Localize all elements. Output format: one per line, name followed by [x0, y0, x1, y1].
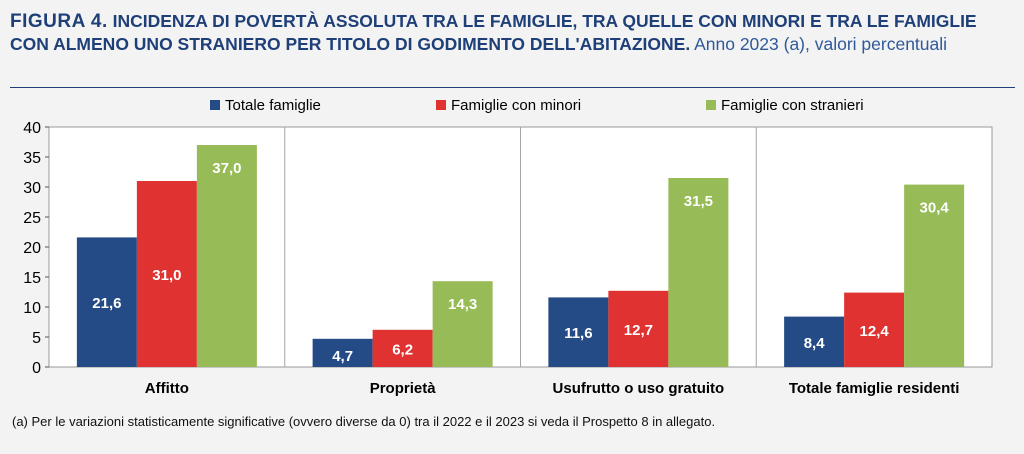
bar [76, 237, 137, 367]
chart-title: FIGURA 4. INCIDENZA DI POVERTÀ ASSOLUTA … [10, 10, 1014, 56]
x-category-label: Proprietà [370, 380, 437, 397]
data-label: 11,6 [564, 325, 592, 342]
legend-label: Famiglie con stranieri [721, 97, 864, 114]
title-main: INCIDENZA DI POVERTÀ ASSOLUTA TRA LE FAM… [10, 11, 977, 54]
data-label: 30,4 [920, 200, 950, 217]
legend-swatch [436, 100, 446, 110]
title-divider [10, 87, 1015, 88]
data-label: 14,3 [448, 296, 477, 313]
y-tick-label: 0 [32, 360, 41, 377]
x-category-label: Affitto [145, 380, 189, 397]
data-label: 12,7 [624, 322, 653, 339]
bar [784, 316, 845, 367]
data-label: 8,4 [804, 335, 826, 352]
y-tick-label: 20 [23, 240, 41, 257]
bar [548, 297, 609, 367]
bar [904, 184, 965, 367]
x-category-label: Usufrutto o uso gratuito [553, 380, 725, 397]
data-label: 21,6 [92, 295, 121, 312]
figure-label: FIGURA 4. [10, 11, 108, 32]
bar [668, 178, 729, 367]
bar [196, 145, 257, 367]
data-label: 6,2 [392, 341, 413, 358]
legend-label: Famiglie con minori [451, 97, 581, 114]
data-label: 37,0 [212, 160, 241, 177]
y-tick-label: 15 [23, 270, 41, 287]
data-label: 4,7 [332, 348, 353, 365]
y-tick-label: 30 [23, 180, 41, 197]
y-tick-label: 10 [23, 300, 41, 317]
bar [136, 181, 197, 367]
y-tick-label: 35 [23, 150, 41, 167]
bar [432, 281, 493, 367]
bar [312, 338, 373, 367]
legend-swatch [210, 100, 220, 110]
data-label: 31,5 [684, 193, 713, 210]
legend-label: Totale famiglie [225, 97, 321, 114]
y-tick-label: 5 [32, 330, 41, 347]
y-tick-label: 25 [23, 210, 41, 227]
footnote: (a) Per le variazioni statisticamente si… [12, 414, 716, 429]
bar [844, 292, 905, 367]
legend-swatch [706, 100, 716, 110]
y-tick-label: 40 [23, 120, 41, 137]
bar [372, 329, 433, 367]
data-label: 12,4 [860, 323, 890, 340]
x-category-label: Totale famiglie residenti [789, 380, 960, 397]
bar-chart: 0 5 10 15 20 25 30 35 40 Totale famiglie Famiglie … [23, 97, 993, 397]
bar [608, 290, 669, 367]
title-subtitle: Anno 2023 (a), valori percentuali [694, 34, 948, 54]
data-label: 31,0 [152, 267, 181, 284]
